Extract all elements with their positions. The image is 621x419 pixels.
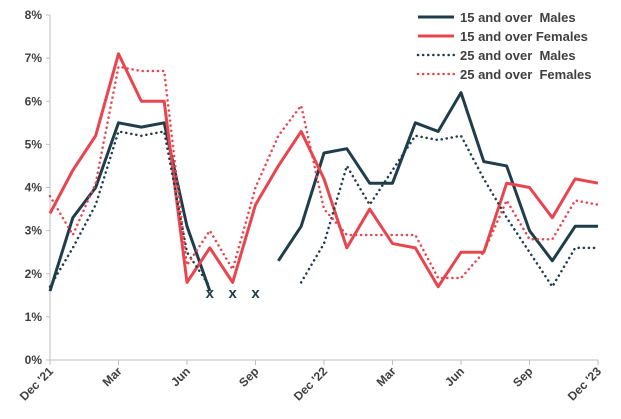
x-tick-label: Dec '22 <box>291 364 331 404</box>
y-tick-label: 8% <box>25 8 43 22</box>
x-tick-label: Mar <box>100 364 125 389</box>
legend-item: 15 and over Females <box>418 29 588 44</box>
x-tick-label: Dec '23 <box>565 364 605 404</box>
x-tick-label: Jun <box>168 364 193 389</box>
legend-item: 25 and over Males <box>416 48 576 63</box>
legend: 15 and over Males 15 and over Females 25 a… <box>416 10 592 82</box>
legend-label: 15 and over Females <box>460 29 588 44</box>
x-tick-label: Sep <box>510 364 535 389</box>
series-line <box>48 65 600 280</box>
y-tick-label: 1% <box>25 310 43 324</box>
y-tick-label: 4% <box>25 181 43 195</box>
missing-marker: x <box>251 285 260 302</box>
y-tick-label: 3% <box>25 224 43 238</box>
series-1 <box>48 91 598 292</box>
legend-label: 15 and over Males <box>460 10 576 25</box>
series-line <box>48 52 599 289</box>
series-4 <box>48 65 600 280</box>
x-tick-label: Mar <box>374 364 399 389</box>
y-tick-label: 7% <box>25 51 43 65</box>
x-tick-label: Dec '21 <box>17 364 57 404</box>
y-tick-label: 2% <box>25 267 43 281</box>
series-lines <box>48 52 600 292</box>
series-2 <box>48 52 599 289</box>
series-3 <box>48 130 600 288</box>
x-tick-label: Jun <box>442 364 467 389</box>
missing-marker: x <box>228 285 237 302</box>
y-axis: 0% 1% 2% 3% 4% 5% 6% 7% 8% <box>25 8 51 367</box>
legend-label: 25 and over Males <box>460 48 576 63</box>
legend-item: 25 and over Females <box>416 67 592 82</box>
series-line <box>48 91 598 292</box>
legend-label: 25 and over Females <box>460 67 592 82</box>
y-tick-label: 6% <box>25 94 43 108</box>
legend-item: 15 and over Males <box>418 10 576 25</box>
y-tick-label: 0% <box>25 353 43 367</box>
x-axis: Dec '21 Mar Jun Sep Dec '22 Mar Jun Sep Dec '23 <box>17 359 605 404</box>
x-tick-label: Sep <box>236 364 261 389</box>
y-tick-label: 5% <box>25 137 43 151</box>
missing-marker: x <box>206 285 215 302</box>
series-line <box>48 130 600 288</box>
